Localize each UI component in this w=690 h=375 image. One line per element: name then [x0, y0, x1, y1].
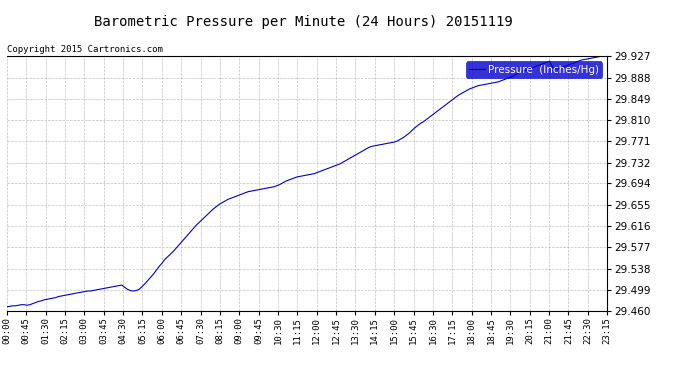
Text: Barometric Pressure per Minute (24 Hours) 20151119: Barometric Pressure per Minute (24 Hours…: [95, 15, 513, 29]
Text: Copyright 2015 Cartronics.com: Copyright 2015 Cartronics.com: [7, 45, 163, 54]
Legend: Pressure  (Inches/Hg): Pressure (Inches/Hg): [466, 62, 602, 78]
